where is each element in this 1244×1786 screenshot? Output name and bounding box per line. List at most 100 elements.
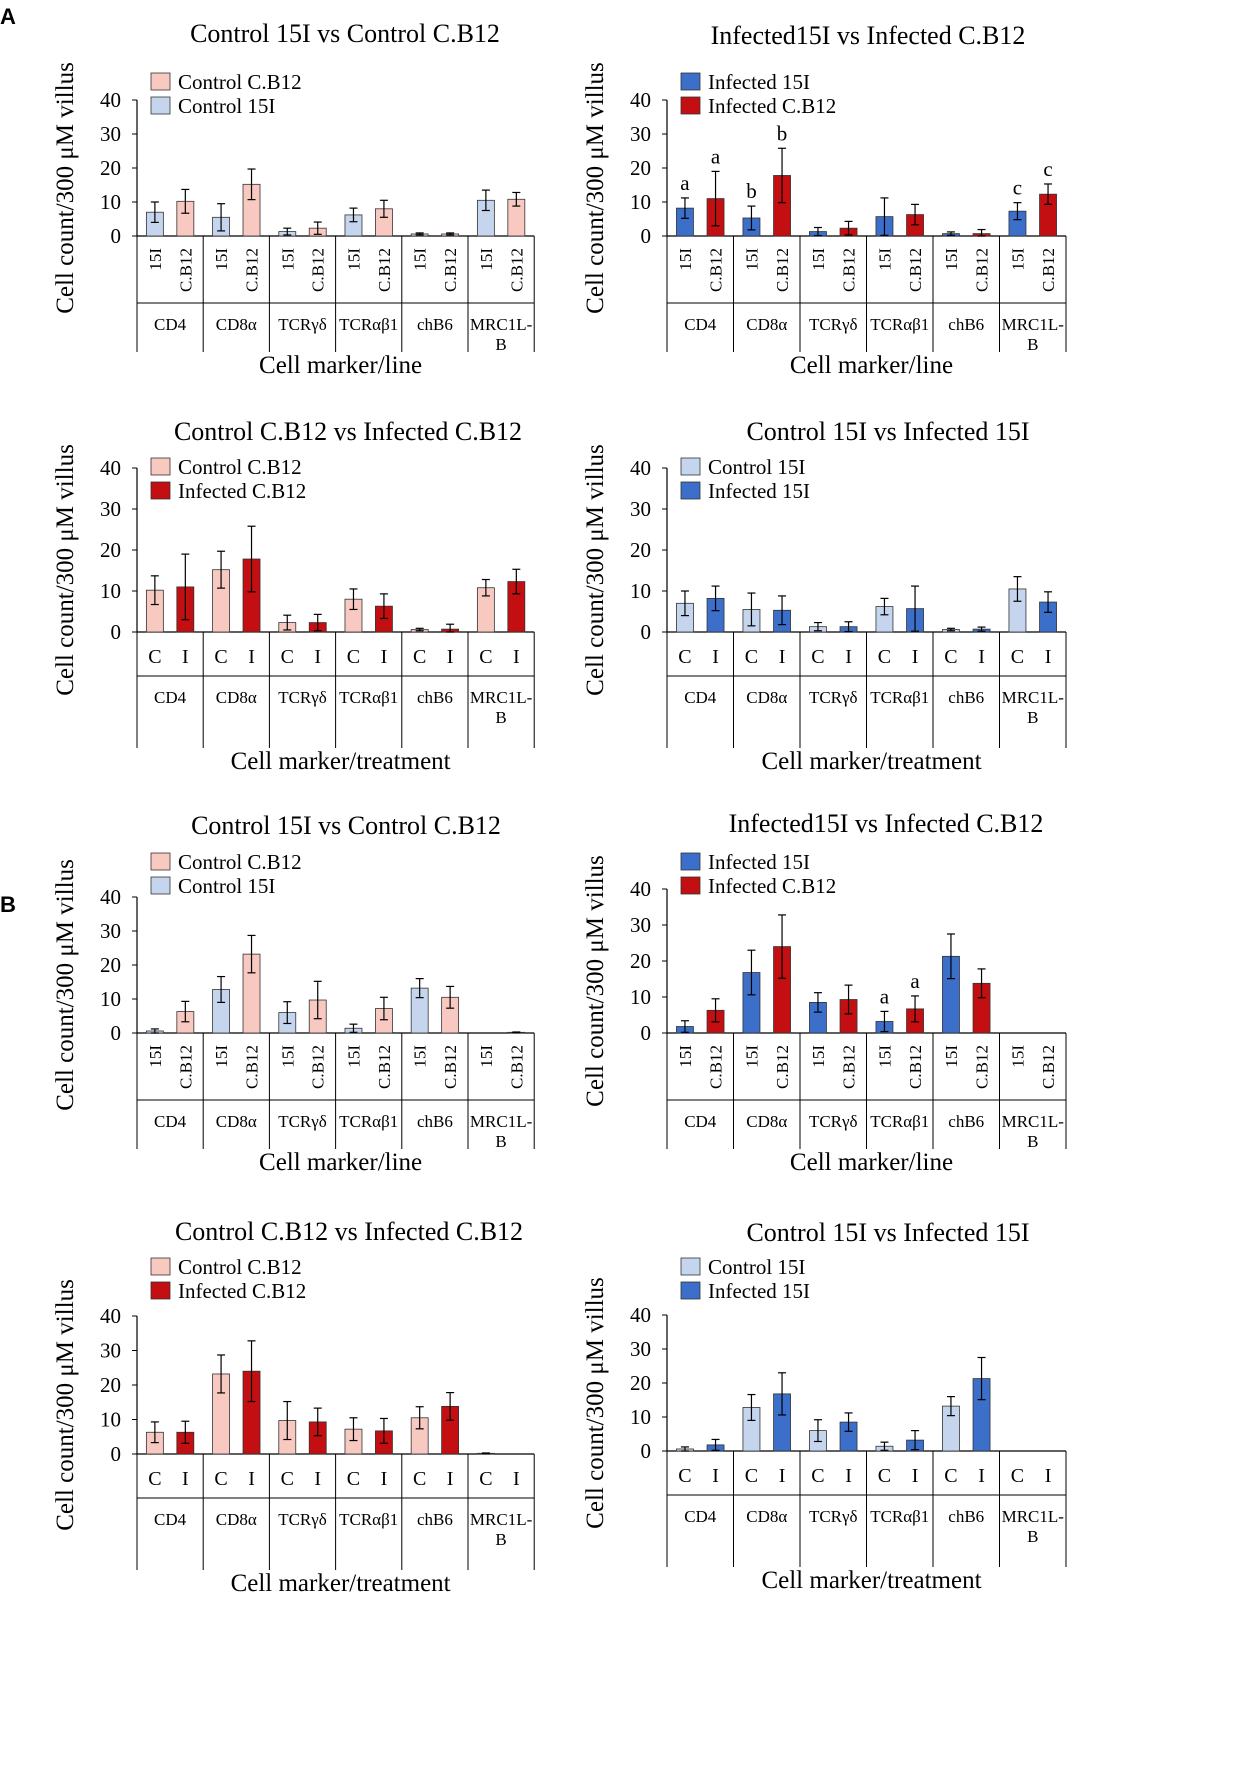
legend-label: Control 15I bbox=[178, 94, 275, 118]
group-label: CD4 bbox=[684, 1112, 717, 1131]
group-label: TCRαβ1 bbox=[339, 1510, 398, 1529]
bar-label: I bbox=[513, 1468, 520, 1490]
legend-swatch bbox=[680, 1257, 701, 1276]
bar-label: I bbox=[912, 1465, 919, 1487]
group-label: TCRγδ bbox=[278, 315, 327, 334]
bar-label: I bbox=[912, 646, 919, 668]
y-tick-label: 40 bbox=[630, 1303, 651, 1327]
group-label: TCRαβ1 bbox=[339, 1112, 398, 1131]
bar-label: C bbox=[148, 1468, 161, 1490]
group-label: CD4 bbox=[684, 688, 717, 707]
y-tick-label: 40 bbox=[100, 456, 121, 480]
bar-label: 15I bbox=[146, 248, 165, 271]
group-label: CD8α bbox=[746, 1112, 787, 1131]
bar-label: I bbox=[314, 646, 321, 668]
bar-label: C bbox=[745, 1465, 758, 1487]
x-axis-label: Cell marker/line bbox=[259, 352, 422, 379]
bar-label: C bbox=[944, 646, 957, 668]
group-label: chB6 bbox=[417, 315, 453, 334]
y-tick-label: 10 bbox=[100, 579, 121, 603]
bar-label: C.B12 bbox=[243, 248, 262, 292]
chart-4: Control 15I vs Infected 15I Cell count/30… bbox=[582, 417, 1067, 775]
y-tick-label: 30 bbox=[100, 497, 121, 521]
group-label: TCRαβ1 bbox=[870, 1112, 929, 1131]
bar-label: C bbox=[347, 646, 360, 668]
bar-label: 15I bbox=[676, 1045, 695, 1068]
bar-label: 15I bbox=[942, 1045, 961, 1068]
bar-label: C bbox=[678, 1465, 691, 1487]
bar-label: C bbox=[413, 1468, 426, 1490]
legend-label: Infected C.B12 bbox=[178, 479, 306, 503]
significance-letter: c bbox=[1013, 176, 1022, 200]
group-label: CD8α bbox=[746, 315, 787, 334]
bar-label: C.B12 bbox=[441, 248, 460, 292]
bar-label: I bbox=[1045, 1465, 1052, 1487]
x-axis-label: Cell marker/treatment bbox=[231, 1570, 451, 1597]
group-label: CD4 bbox=[154, 315, 187, 334]
bar-label: I bbox=[314, 1468, 321, 1490]
chart-title: Control C.B12 vs Infected C.B12 bbox=[175, 1217, 523, 1246]
bar-label: C.B12 bbox=[243, 1045, 262, 1089]
group-label: TCRαβ1 bbox=[870, 688, 929, 707]
bar-label: C.B12 bbox=[507, 248, 526, 292]
significance-letter: a bbox=[880, 984, 890, 1008]
bar-label: C bbox=[1011, 646, 1024, 668]
group-label: MRC1L- bbox=[470, 1510, 533, 1529]
group-label: chB6 bbox=[417, 1510, 453, 1529]
y-tick-label: 0 bbox=[111, 1021, 122, 1045]
group-label: TCRγδ bbox=[809, 315, 858, 334]
legend-swatch bbox=[680, 1281, 701, 1300]
group-label: chB6 bbox=[948, 688, 984, 707]
y-axis-label: Cell count/300 μM villus bbox=[52, 62, 79, 314]
y-tick-label: 30 bbox=[100, 122, 121, 146]
y-tick-label: 30 bbox=[630, 497, 651, 521]
bar-label: C.B12 bbox=[1039, 248, 1058, 292]
y-tick-label: 40 bbox=[100, 1304, 121, 1328]
bar-label: C bbox=[281, 1468, 294, 1490]
bar-label: C.B12 bbox=[906, 1045, 925, 1089]
y-tick-label: 10 bbox=[100, 1408, 121, 1432]
bar-label: 15I bbox=[1008, 248, 1027, 271]
chart-title: Infected15I vs Infected C.B12 bbox=[711, 21, 1026, 50]
bar-label: C bbox=[214, 646, 227, 668]
legend-label: Infected 15I bbox=[708, 1279, 810, 1303]
group-label: B bbox=[495, 1530, 506, 1549]
chart-title: Control 15I vs Control C.B12 bbox=[191, 811, 501, 840]
legend-label: Infected 15I bbox=[708, 70, 810, 94]
group-label: TCRγδ bbox=[809, 1112, 858, 1131]
legend-swatch bbox=[680, 457, 701, 476]
group-label: CD4 bbox=[684, 315, 717, 334]
charts: Control 15I vs Control C.B12 Cell count/3… bbox=[52, 19, 1067, 1597]
bar-label: I bbox=[381, 646, 388, 668]
bar-label: I bbox=[381, 1468, 388, 1490]
legend-swatch bbox=[150, 876, 171, 895]
legend-label: Control 15I bbox=[708, 455, 805, 479]
y-axis-label: Cell count/300 μM villus bbox=[582, 855, 609, 1107]
y-tick-label: 40 bbox=[630, 877, 651, 901]
group-label: MRC1L- bbox=[470, 688, 533, 707]
y-axis-label: Cell count/300 μM villus bbox=[52, 1279, 79, 1531]
chart-1: Control 15I vs Control C.B12 Cell count/3… bbox=[52, 19, 535, 379]
bar-label: C.B12 bbox=[375, 1045, 394, 1089]
group-label: TCRγδ bbox=[278, 1112, 327, 1131]
group-label: MRC1L- bbox=[470, 1112, 533, 1131]
bar-label: C.B12 bbox=[773, 1045, 792, 1089]
group-label: CD8α bbox=[216, 688, 257, 707]
significance-letter: c bbox=[1043, 157, 1052, 181]
bar-label: C.B12 bbox=[176, 248, 195, 292]
y-tick-label: 40 bbox=[630, 88, 651, 112]
chart-title: Control 15I vs Infected 15I bbox=[746, 417, 1029, 446]
group-label: B bbox=[1027, 708, 1038, 727]
bar-label: I bbox=[182, 646, 189, 668]
y-axis-label: Cell count/300 μM villus bbox=[582, 1277, 609, 1529]
legend-swatch bbox=[150, 481, 171, 500]
bar-label: C bbox=[214, 1468, 227, 1490]
group-label: CD4 bbox=[684, 1507, 717, 1526]
bar-label: C bbox=[944, 1465, 957, 1487]
bar-label: C.B12 bbox=[1039, 1045, 1058, 1089]
group-label: TCRγδ bbox=[809, 688, 858, 707]
group-label: MRC1L- bbox=[470, 315, 533, 334]
bar-label: C bbox=[678, 646, 691, 668]
y-tick-label: 0 bbox=[641, 620, 652, 644]
